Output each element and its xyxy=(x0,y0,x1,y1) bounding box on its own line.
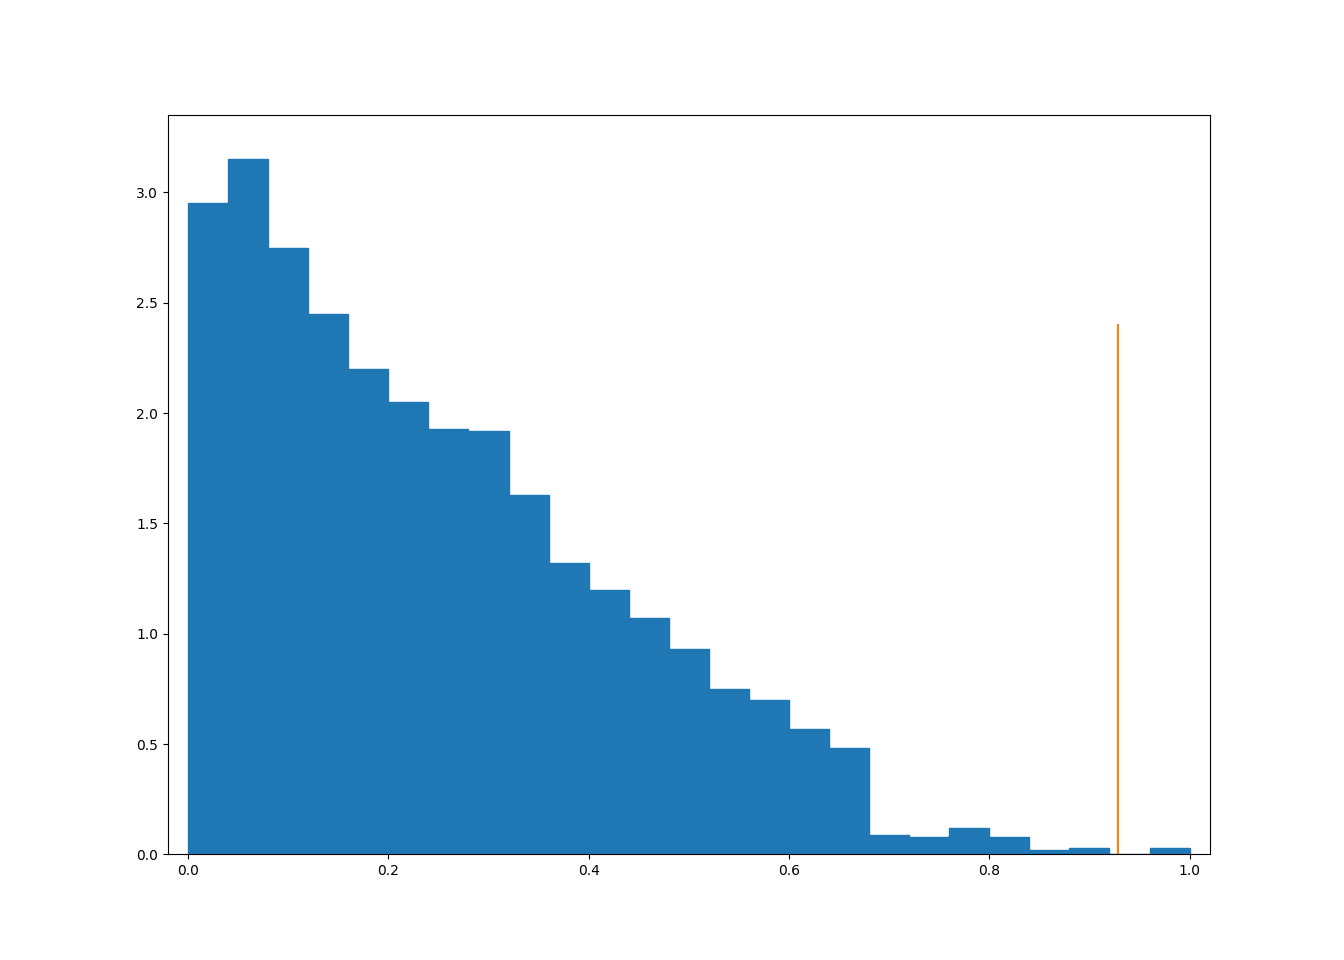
Bar xyxy=(589,589,629,854)
Bar xyxy=(669,649,708,854)
Bar xyxy=(1030,850,1070,854)
Bar xyxy=(789,729,829,854)
Bar xyxy=(228,159,269,854)
Bar xyxy=(1149,848,1189,854)
Bar xyxy=(829,749,870,854)
Bar xyxy=(348,369,388,854)
Bar xyxy=(469,431,508,854)
Bar xyxy=(909,837,949,854)
Bar xyxy=(388,402,429,854)
Bar xyxy=(1070,848,1109,854)
Bar xyxy=(429,428,469,854)
Bar xyxy=(949,828,989,854)
Bar xyxy=(629,618,669,854)
Bar xyxy=(548,564,589,854)
Bar xyxy=(989,837,1030,854)
Bar xyxy=(708,689,749,854)
Bar xyxy=(308,314,348,854)
Bar xyxy=(870,834,909,854)
Bar xyxy=(269,248,308,854)
Bar xyxy=(508,494,548,854)
Bar xyxy=(749,700,789,854)
Bar xyxy=(188,204,228,854)
